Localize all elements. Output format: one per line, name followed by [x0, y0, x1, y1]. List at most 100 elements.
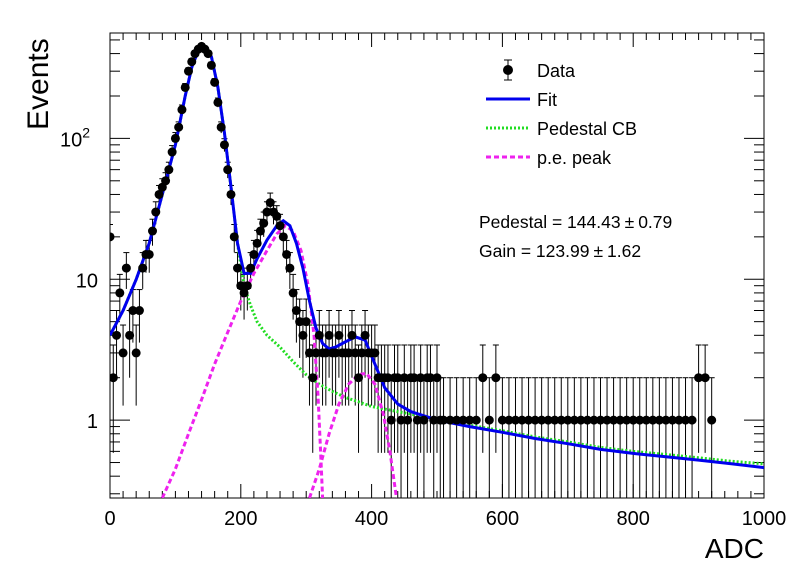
data-point [177, 105, 187, 115]
data-point [517, 415, 527, 425]
data-point [213, 97, 223, 107]
data-point [236, 281, 246, 291]
data-point [304, 348, 314, 358]
data-point [524, 415, 534, 425]
data-point [282, 249, 292, 259]
data-point [298, 330, 308, 340]
data-point [530, 415, 540, 425]
data-point [628, 415, 638, 425]
data-point [596, 415, 605, 425]
data-point [615, 415, 625, 425]
data-point [272, 211, 282, 221]
data-point [484, 415, 494, 425]
data-point [321, 348, 331, 358]
data-point [386, 415, 396, 425]
legend-data-marker [503, 65, 513, 75]
data-point [259, 218, 269, 228]
data-point [452, 415, 462, 425]
data-point [229, 232, 239, 242]
y-axis-label: Events [22, 38, 55, 130]
data-point [210, 77, 220, 87]
data-point [183, 66, 193, 76]
data-point [180, 82, 190, 92]
data-point [543, 415, 553, 425]
data-point [291, 306, 301, 316]
y-axis: 1 10 102 [60, 39, 764, 495]
data-point [635, 415, 645, 425]
data-point [465, 415, 475, 425]
series-p-e-peak [160, 223, 325, 498]
data-point [314, 330, 324, 340]
data-point [504, 415, 514, 425]
data-point [602, 415, 612, 425]
fit-result-text: Gain = 123.99 ±1.62 [479, 241, 641, 261]
data-point [439, 415, 449, 425]
data-point [556, 415, 566, 425]
data-point [275, 221, 285, 231]
data-point [429, 415, 439, 425]
data-point [125, 330, 135, 340]
x-tick-label: 0 [104, 508, 115, 530]
data-point [350, 348, 360, 358]
data-point [239, 288, 249, 298]
y-tick-label: 1 [87, 411, 98, 433]
data-point [641, 415, 651, 425]
data-point [432, 373, 442, 383]
x-axis: 0 200 400 600 800 1000 [104, 33, 786, 530]
data-point [223, 165, 233, 175]
data-point [609, 415, 619, 425]
data-point [445, 415, 455, 425]
data-point [255, 226, 265, 236]
x-tick-label: 400 [355, 508, 388, 530]
data-point [648, 415, 658, 425]
data-point [419, 415, 429, 425]
data-point [357, 348, 367, 358]
data-point [661, 415, 671, 425]
data-point [360, 330, 370, 340]
x-tick-label: 1000 [742, 508, 787, 530]
legend-label: Data [537, 61, 576, 81]
data-point [383, 373, 393, 383]
data-point [563, 415, 573, 425]
data-point [154, 189, 164, 199]
data-point [174, 122, 184, 132]
data-point [242, 281, 252, 291]
data-point [252, 238, 262, 248]
data-point [128, 306, 138, 316]
data-point [144, 249, 154, 259]
data-point [412, 415, 422, 425]
data-point [164, 165, 174, 175]
data-point [491, 373, 501, 383]
data-point [399, 373, 409, 383]
x-tick-label: 600 [486, 508, 519, 530]
data-point [187, 57, 197, 67]
data-point [112, 330, 122, 340]
data-point [347, 330, 357, 340]
y-tick-label: 10 [76, 270, 98, 292]
data-point [425, 373, 435, 383]
data-point [115, 288, 125, 298]
data-point [118, 348, 128, 358]
data-point [246, 263, 256, 273]
x-tick-label: 800 [617, 508, 650, 530]
legend-label: Fit [537, 90, 557, 110]
data-point [681, 415, 691, 425]
data-point [331, 348, 341, 358]
data-point [537, 415, 547, 425]
data-point [569, 415, 579, 425]
data-point [134, 306, 144, 316]
data-point [393, 373, 403, 383]
fit-results: Pedestal = 144.43 ±0.79 Gain = 123.99 ±1.62 [479, 212, 672, 261]
data-point [550, 415, 560, 425]
data-point [324, 330, 334, 340]
legend-label: Pedestal CB [537, 119, 637, 139]
data-point [301, 317, 311, 327]
data-point [278, 232, 288, 242]
data-point [354, 373, 364, 383]
data-point [151, 207, 161, 217]
legend-label: p.e. peak [537, 148, 612, 168]
data-point [510, 415, 520, 425]
error-bars [110, 43, 715, 498]
data-point [694, 373, 704, 383]
data-point [707, 415, 717, 425]
